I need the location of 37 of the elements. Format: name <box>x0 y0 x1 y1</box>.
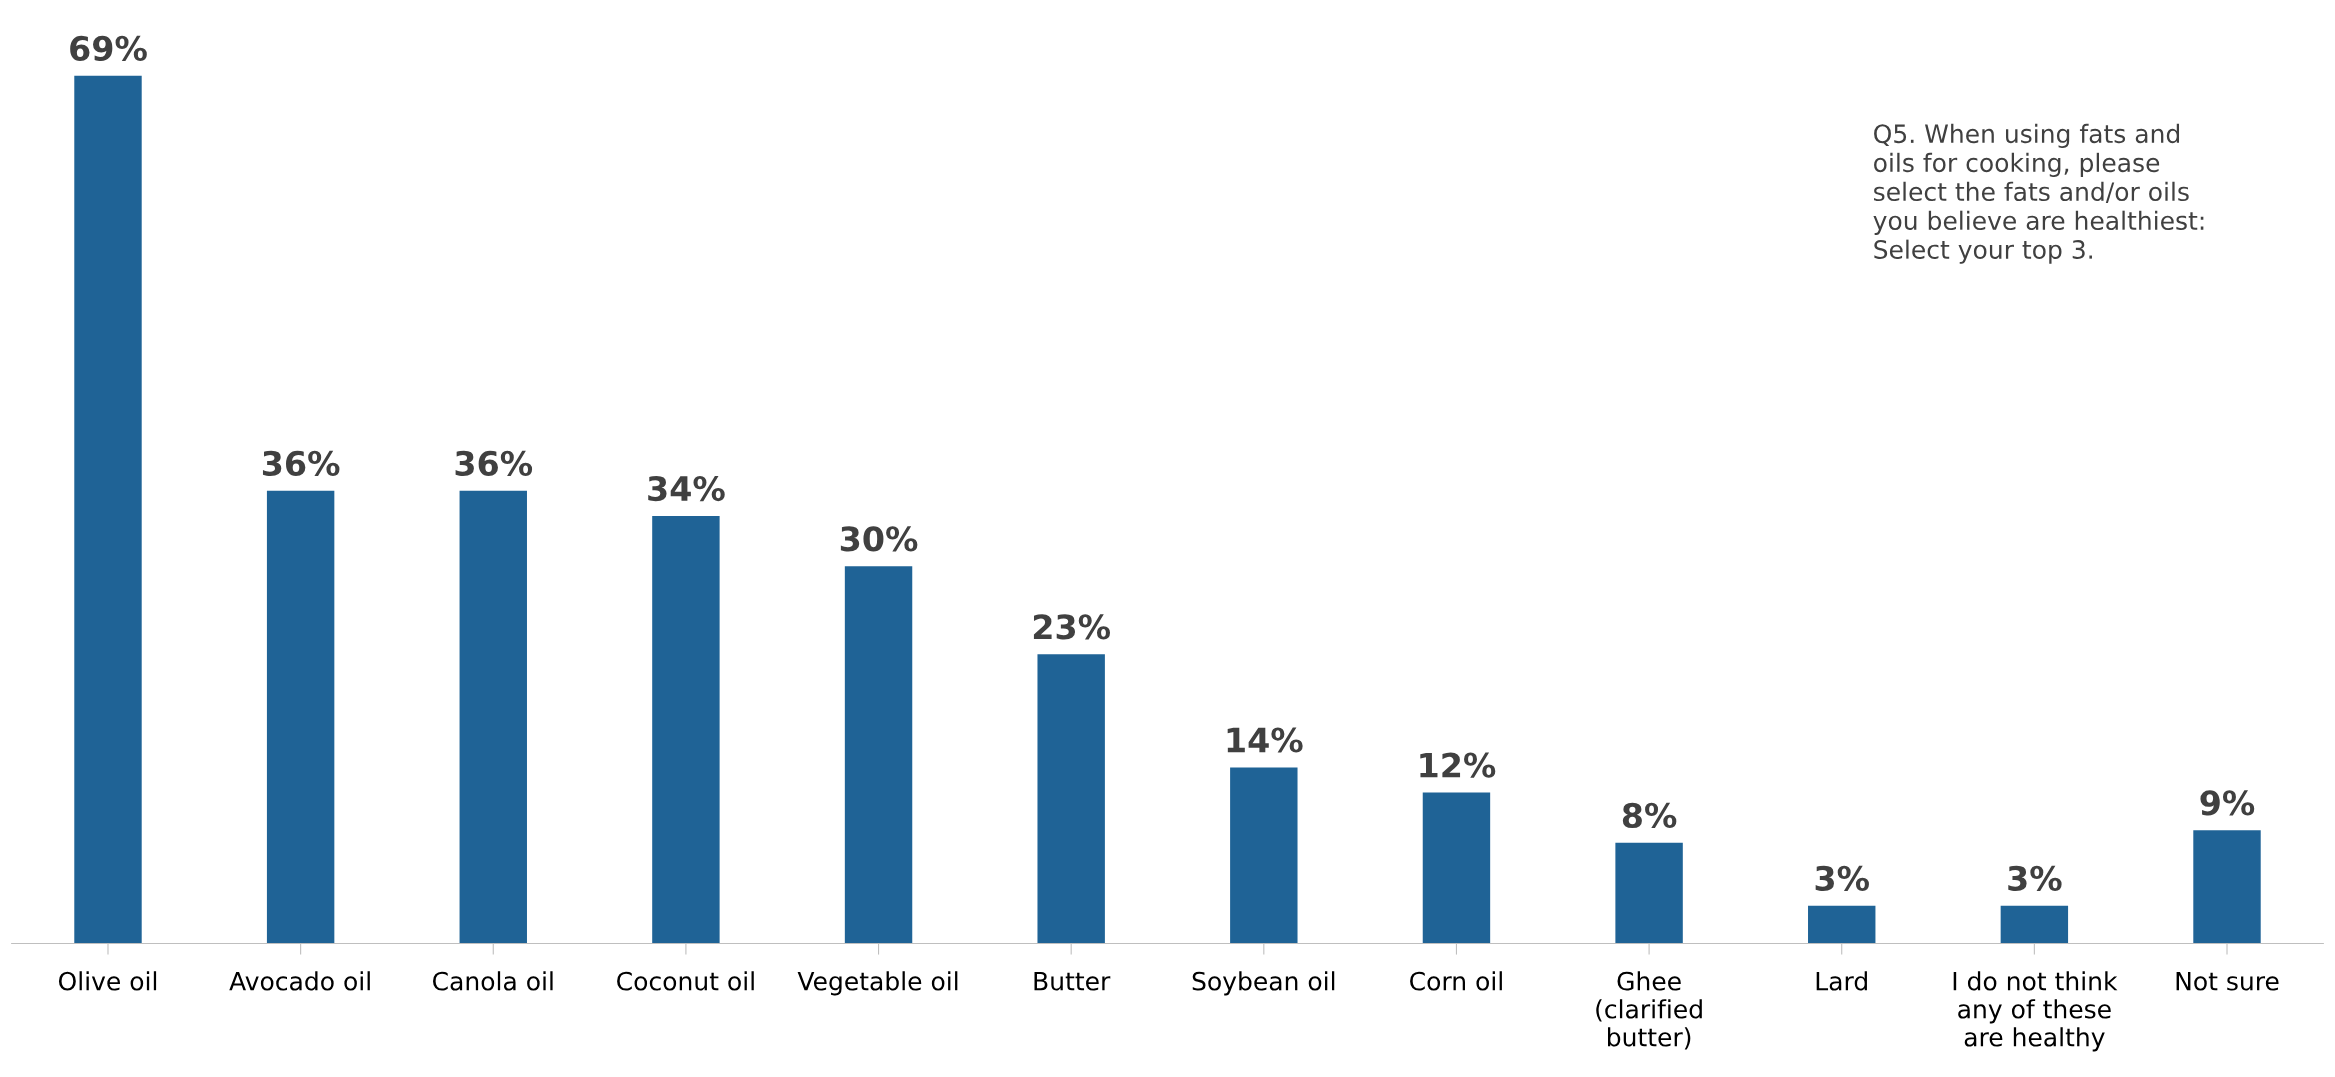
bar <box>459 490 527 944</box>
data-label: 14% <box>1227 727 1303 753</box>
data-label: 34% <box>648 475 725 502</box>
bar <box>266 490 335 944</box>
bar <box>1422 792 1491 944</box>
x-tick-label: Corn oil <box>1410 971 1502 991</box>
data-label: 36% <box>455 450 533 476</box>
data-label: 3% <box>2008 865 2062 891</box>
bar <box>2193 830 2261 944</box>
annotation: Q5. When using fats and oils for cooking, please select the fats and/or oils you believe are healthiest: Select your top 3. <box>1873 123 2204 264</box>
data-label: 30% <box>840 526 918 552</box>
bar <box>1230 767 1298 944</box>
data-label: 3% <box>1815 865 1869 891</box>
data-label: 36% <box>262 450 340 476</box>
data-label: 69% <box>70 35 147 62</box>
bar <box>652 515 720 944</box>
x-tick-label: Vegetable oil <box>797 971 958 996</box>
x-tick-label: Ghee (clarified butter) <box>1596 971 1702 1050</box>
x-tick-label: I do not think any of these are healthy <box>1953 971 2118 1052</box>
x-tick-label: Canola oil <box>433 971 553 991</box>
x-tick-label: Coconut oil <box>617 971 754 991</box>
data-label: 9% <box>2200 790 2255 816</box>
bar <box>844 566 913 944</box>
bar <box>74 75 142 944</box>
x-tick-label: Olive oil <box>58 971 157 991</box>
bar <box>1615 842 1683 944</box>
x-tick-label: Avocado oil <box>229 971 370 991</box>
data-label: 12% <box>1420 752 1496 778</box>
bar <box>1808 905 1876 944</box>
bar <box>2000 905 2069 944</box>
x-tick-label: Lard <box>1816 971 1867 991</box>
data-label: 8% <box>1622 802 1677 829</box>
x-tick-label: Butter <box>1034 972 1111 991</box>
x-tick-label: Soybean oil <box>1192 971 1335 996</box>
data-label: 23% <box>1033 614 1111 640</box>
x-tick-label: Not sure <box>2176 972 2279 991</box>
bar <box>1037 654 1105 944</box>
